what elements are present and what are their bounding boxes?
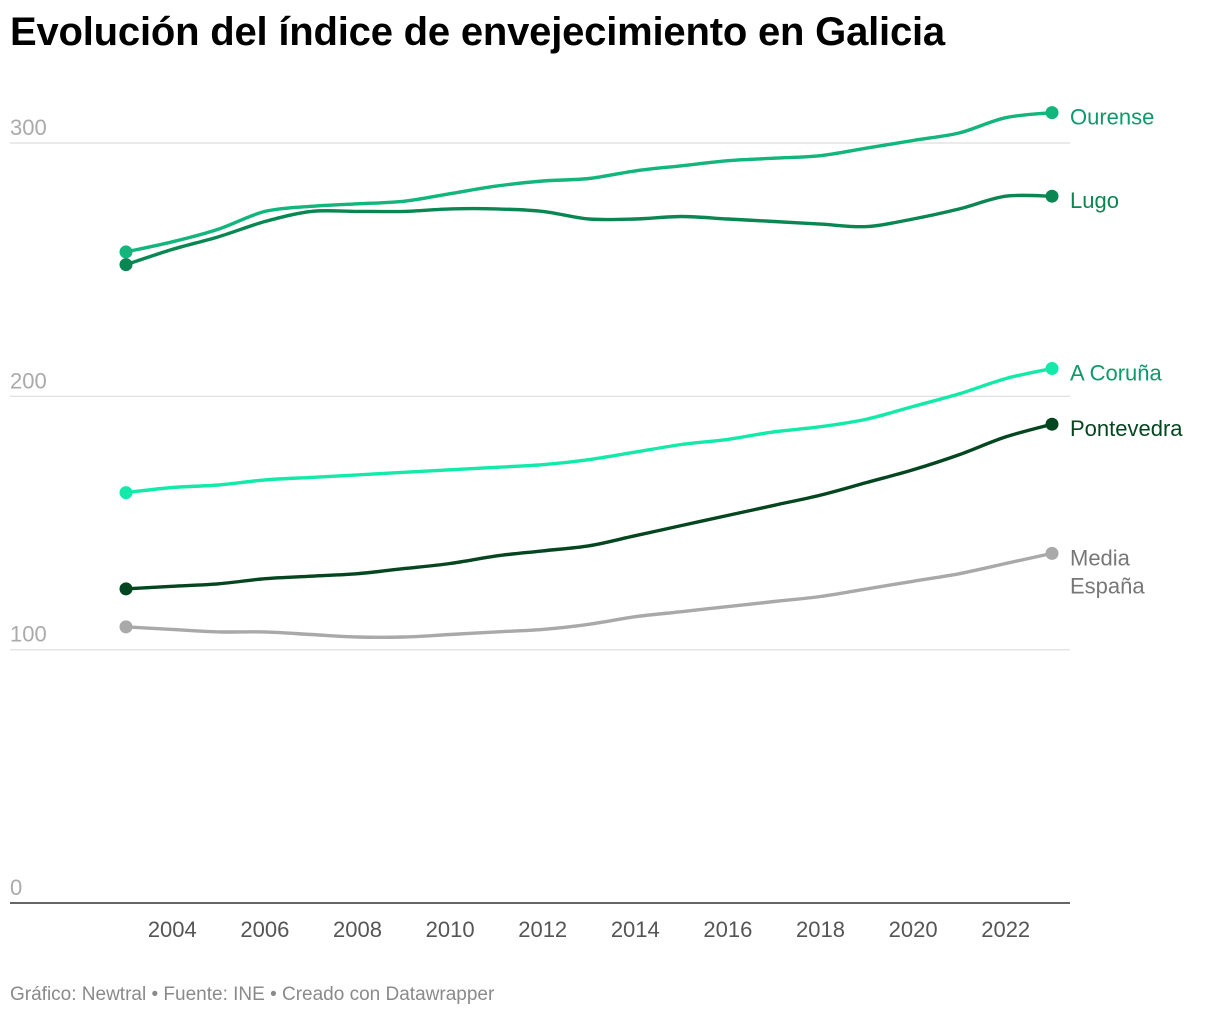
series-ourense [119,106,1059,259]
series-lugo [119,189,1059,272]
x-tick-label: 2010 [426,917,475,942]
series-start-point [119,620,133,634]
x-tick-label: 2006 [240,917,289,942]
x-tick-label: 2012 [518,917,567,942]
x-tick-label: 2014 [611,917,660,942]
x-tick-label: 2008 [333,917,382,942]
series-start-point [119,258,133,272]
series-end-point [1045,546,1059,560]
series-line-lugo [124,193,1054,267]
y-tick-label: 300 [10,115,47,140]
series-a-coru-a [119,361,1059,500]
x-tick-label: 2004 [148,917,197,942]
chart-footer: Gráfico: Newtral • Fuente: INE • Creado … [10,984,495,1005]
series-labels: Ourense Lugo A Coruña Pontevedra Media España [1070,105,1183,599]
series-label-ourense: Ourense [1070,105,1154,130]
grid-layer: 0 100 200 300 [10,115,1070,900]
series-start-point [119,582,133,596]
series-start-point [119,245,133,259]
y-tick-label: 200 [10,368,47,393]
series-end-point [1045,106,1059,120]
series-line-a-coru-a [124,366,1054,495]
x-tick-label: 2020 [889,917,938,942]
series-line-ourense [124,110,1054,254]
series-pontevedra [119,417,1059,596]
series-label-a-coru-a: A Coruña [1070,360,1162,385]
series-media-espa-a [119,546,1059,639]
series-end-point [1045,417,1059,431]
series-line-media-espa-a [124,551,1054,639]
x-axis: 2004 2006 2008 2010 2012 2014 2016 2018 2020 2022 [10,902,1070,942]
series-end-point [1045,189,1059,203]
x-tick-label: 2018 [796,917,845,942]
series-layer [119,106,1059,639]
series-label-media-espa-a: Media España [1070,545,1145,598]
series-end-point [1045,361,1059,375]
y-tick-label: 100 [10,622,47,647]
series-label-pontevedra: Pontevedra [1070,416,1183,441]
series-label-lugo: Lugo [1070,188,1119,213]
series-line-pontevedra [124,422,1054,591]
x-tick-label: 2016 [703,917,752,942]
series-start-point [119,486,133,500]
chart-title: Evolución del índice de envejecimiento e… [10,10,945,54]
x-tick-label: 2022 [981,917,1030,942]
y-tick-label: 0 [10,875,22,900]
